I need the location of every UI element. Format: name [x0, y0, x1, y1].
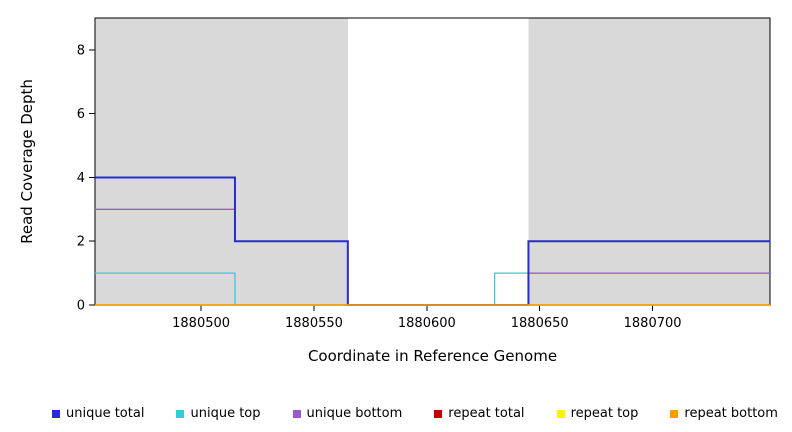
x-tick-label: 1880600 — [398, 316, 456, 331]
legend-item: repeat total — [434, 406, 525, 421]
legend-label: unique top — [190, 406, 261, 421]
y-tick-label: 8 — [77, 43, 85, 58]
legend-label: repeat top — [570, 406, 639, 421]
legend-label: unique bottom — [306, 406, 403, 421]
legend-label: repeat total — [448, 406, 525, 421]
legend-swatch — [670, 409, 679, 418]
y-axis-title: Read Coverage Depth — [18, 79, 36, 244]
shaded-region — [95, 18, 348, 305]
series-line-unique-total — [95, 176, 770, 306]
y-tick-label: 4 — [77, 171, 85, 186]
y-tick-label: 0 — [77, 299, 85, 314]
legend-swatch — [176, 409, 185, 418]
legend-item: repeat top — [556, 406, 639, 421]
legend-swatch — [434, 409, 443, 418]
legend-label: unique total — [66, 406, 145, 421]
shaded-region — [528, 18, 770, 305]
chart-canvas: 1880500 1880550 1880600 1880650 1880700 0 2 4 6 8… — [18, 17, 771, 365]
x-tick-label: 1880500 — [172, 316, 230, 331]
x-tick-label: 1880700 — [624, 316, 682, 331]
legend-swatch — [556, 409, 565, 418]
legend-swatch — [292, 409, 301, 418]
legend-item: repeat bottom — [670, 406, 778, 421]
x-axis-title: Coordinate in Reference Genome — [308, 347, 557, 365]
y-tick-label: 6 — [77, 107, 85, 122]
legend-swatch — [52, 409, 60, 418]
legend-label: repeat bottom — [684, 406, 778, 421]
legend-item: unique total — [52, 406, 144, 421]
x-tick-label: 1880650 — [511, 316, 569, 331]
x-tick-label: 1880550 — [285, 316, 343, 331]
legend-item: unique bottom — [292, 406, 403, 421]
chart-legend: unique total unique top unique bottom repea… — [0, 406, 792, 421]
legend-item: unique top — [176, 406, 261, 421]
y-tick-label: 2 — [77, 235, 85, 250]
